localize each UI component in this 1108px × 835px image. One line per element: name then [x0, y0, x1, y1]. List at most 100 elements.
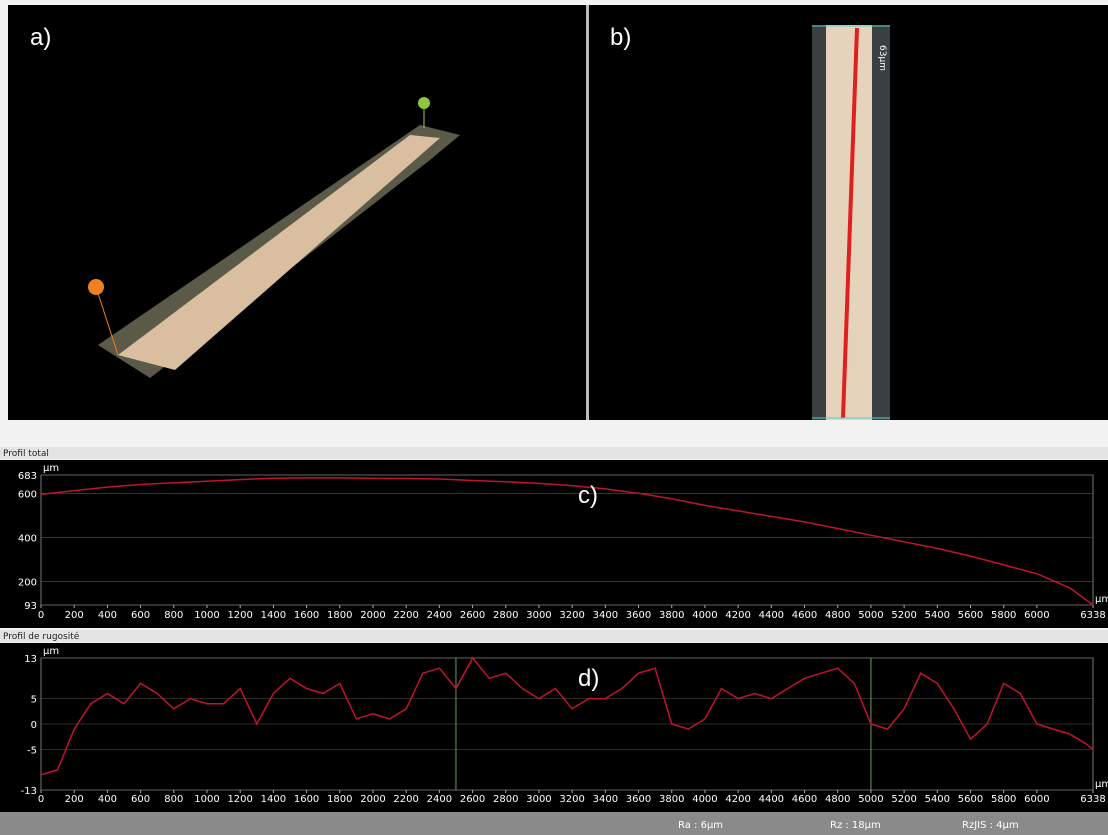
x-tick-label: 4800 [825, 610, 850, 621]
y-unit: µm [43, 646, 59, 657]
x-tick-label: 800 [164, 794, 183, 805]
y-tick-label: -13 [21, 786, 37, 797]
y-unit: µm [43, 463, 59, 474]
marker-stem [95, 286, 119, 356]
x-tick-label: 3200 [559, 794, 584, 805]
x-tick-label: 5400 [925, 610, 950, 621]
marker-end [418, 97, 430, 109]
x-tick-label: 0 [38, 610, 44, 621]
x-tick-label: 4000 [692, 610, 717, 621]
x-tick-label: 6000 [1024, 794, 1049, 805]
x-tick-label: 2800 [493, 610, 518, 621]
chart-header: Profil total [3, 449, 49, 459]
panel-label: a) [30, 24, 51, 51]
x-tick-label: 600 [131, 610, 150, 621]
x-tick-label: 3000 [526, 610, 551, 621]
x-tick-label: 4000 [692, 794, 717, 805]
x-tick-label: 4200 [725, 610, 750, 621]
x-tick-label: 5800 [991, 794, 1016, 805]
x-tick-label: 2600 [460, 610, 485, 621]
x-tick-label: 2400 [427, 610, 452, 621]
marker-start [88, 279, 104, 295]
x-tick-label: 2000 [360, 794, 385, 805]
x-tick-label: 3200 [559, 610, 584, 621]
y-tick-label: 13 [24, 654, 37, 665]
x-tick-label: 4800 [825, 794, 850, 805]
x-tick-label: 4600 [792, 610, 817, 621]
x-tick-label: 1200 [227, 610, 252, 621]
header-bar [0, 630, 1108, 642]
x-tick-label: 5600 [958, 610, 983, 621]
x-tick-label: 5600 [958, 794, 983, 805]
profile-line [841, 27, 859, 419]
status-bar [0, 812, 1108, 835]
x-tick-label: 4400 [759, 794, 784, 805]
y-tick-label: 600 [18, 489, 37, 500]
y-tick-label: 683 [18, 471, 37, 482]
rz-value: Rz : 18µm [830, 820, 881, 831]
x-tick-label: 5000 [858, 610, 883, 621]
rzjis-value: RzJIS : 4µm [962, 820, 1019, 831]
x-tick-label: 5000 [858, 794, 883, 805]
x-tick-label: 2200 [393, 610, 418, 621]
x-tick-label: 1800 [327, 794, 352, 805]
x-tick-label: 200 [65, 610, 84, 621]
x-unit: µm [1095, 779, 1108, 790]
x-tick-label: 200 [65, 794, 84, 805]
x-tick-label: 600 [131, 794, 150, 805]
x-tick-label: 1200 [227, 794, 252, 805]
panel-label: b) [610, 24, 631, 51]
profile-line [40, 656, 1094, 776]
x-tick-label: 2800 [493, 794, 518, 805]
x-tick-label: 2200 [393, 794, 418, 805]
x-tick-label: 1400 [261, 610, 286, 621]
x-tick-label: 1000 [194, 610, 219, 621]
y-tick-label: 93 [24, 601, 37, 612]
x-tick-label: 1600 [294, 794, 319, 805]
x-tick-label: 800 [164, 610, 183, 621]
x-tick-label: 0 [38, 794, 44, 805]
x-tick-label: 1800 [327, 610, 352, 621]
y-tick-label: 0 [31, 720, 37, 731]
x-tick-label: 5400 [925, 794, 950, 805]
x-tick-label: 6000 [1024, 610, 1049, 621]
ra-value: Ra : 6µm [678, 820, 723, 831]
x-tick-label: 5200 [891, 794, 916, 805]
x-tick-label: 3600 [626, 794, 651, 805]
x-tick-label: 2600 [460, 794, 485, 805]
y-tick-label: 5 [31, 695, 37, 706]
x-tick-label: 3800 [659, 794, 684, 805]
x-tick-label: 5200 [891, 610, 916, 621]
x-tick-label: 4200 [725, 794, 750, 805]
x-tick-label: 1000 [194, 794, 219, 805]
profile-line [40, 477, 1094, 606]
panel-label: d) [578, 665, 599, 692]
panel-label: c) [578, 482, 598, 509]
scale-label: 63µm [877, 45, 887, 71]
y-tick-label: -5 [27, 745, 37, 756]
x-tick-label: 2000 [360, 610, 385, 621]
x-tick-label: 4600 [792, 794, 817, 805]
x-tick-label: 5800 [991, 610, 1016, 621]
x-tick-label: 1400 [261, 794, 286, 805]
plot-panel [0, 643, 1108, 812]
x-tick-label: 400 [98, 610, 117, 621]
x-tick-label: 1600 [294, 610, 319, 621]
plot-panel [0, 460, 1108, 628]
x-tick-label: 400 [98, 794, 117, 805]
header-bar [0, 447, 1108, 459]
x-tick-label: 2400 [427, 794, 452, 805]
x-tick-label: 3800 [659, 610, 684, 621]
chart-header: Profil de rugosité [3, 631, 80, 642]
x-tick-label: 3400 [593, 610, 618, 621]
y-tick-label: 400 [18, 533, 37, 544]
x-unit: µm [1095, 594, 1108, 605]
x-tick-label: 3600 [626, 610, 651, 621]
sample-top [118, 135, 440, 370]
x-tick-label: 6338 [1080, 610, 1105, 621]
x-tick-label: 6338 [1080, 794, 1105, 805]
x-tick-label: 4400 [759, 610, 784, 621]
x-tick-label: 3400 [593, 794, 618, 805]
